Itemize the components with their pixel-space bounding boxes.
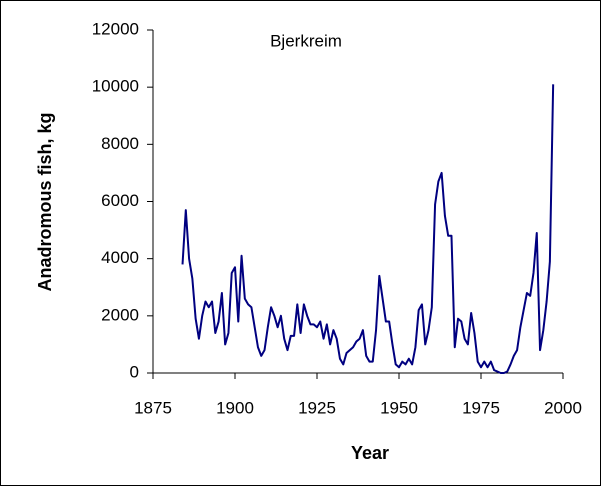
x-tick-label: 2000 bbox=[544, 398, 582, 417]
y-tick-label: 6000 bbox=[101, 191, 139, 210]
y-tick-label: 0 bbox=[130, 362, 139, 381]
y-axis-label: Anadromous fish, kg bbox=[35, 112, 55, 291]
x-tick-label: 1925 bbox=[298, 398, 336, 417]
x-tick-label: 1950 bbox=[380, 398, 418, 417]
x-axis-label: Year bbox=[351, 443, 389, 463]
x-tick-label: 1875 bbox=[134, 398, 172, 417]
y-tick-label: 8000 bbox=[101, 134, 139, 153]
x-tick-label: 1900 bbox=[216, 398, 254, 417]
chart-title: Bjerkreim bbox=[270, 31, 342, 50]
y-tick-label: 4000 bbox=[101, 248, 139, 267]
y-tick-label: 2000 bbox=[101, 305, 139, 324]
y-tick-label: 12000 bbox=[92, 19, 139, 38]
x-tick-label: 1975 bbox=[462, 398, 500, 417]
y-tick-label: 10000 bbox=[92, 77, 139, 96]
data-line bbox=[181, 84, 555, 374]
